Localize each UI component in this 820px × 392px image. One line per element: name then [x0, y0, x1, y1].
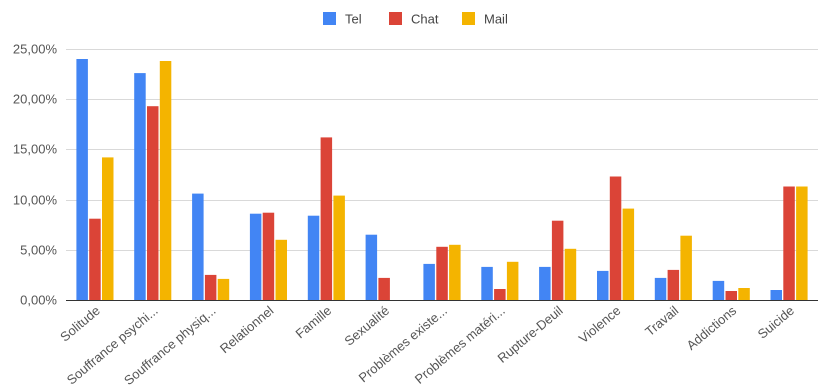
bar-tel-11	[712, 280, 725, 300]
y-tick-label: 25,00%	[13, 42, 58, 57]
bar-chat-2	[204, 274, 217, 300]
bar-mail-8	[564, 248, 577, 300]
x-category-label: Sexualité	[341, 303, 392, 349]
bar-chat-9	[609, 176, 622, 300]
legend-label-tel: Tel	[345, 12, 362, 27]
bar-mail-9	[622, 208, 635, 300]
bar-mail-2	[217, 278, 230, 300]
bar-chat-11	[725, 291, 737, 300]
bar-chat-12	[783, 186, 795, 300]
legend-label-mail: Mail	[484, 12, 508, 27]
legend-swatch-chat	[389, 12, 402, 25]
bar-tel-0	[76, 59, 88, 300]
bar-tel-3	[249, 213, 262, 300]
bar-chat-10	[667, 269, 680, 300]
bar-tel-12	[770, 290, 782, 300]
bar-chat-3	[262, 212, 275, 300]
bar-mail-6	[449, 244, 461, 300]
y-tick-label: 20,00%	[13, 92, 58, 107]
y-axis: 0,00% 5,00% 10,00% 15,00% 20,00% 25,00%	[13, 42, 58, 308]
y-tick-label: 5,00%	[20, 243, 57, 258]
legend-label-chat: Chat	[411, 12, 439, 27]
bar-tel-6	[423, 263, 435, 300]
x-category-label: Suicide	[755, 303, 797, 342]
bar-tel-9	[597, 270, 609, 300]
bar-mail-4	[333, 195, 345, 300]
gridlines	[66, 49, 818, 301]
bar-mail-7	[506, 261, 519, 300]
bar-tel-1	[134, 73, 146, 300]
bar-tel-5	[365, 234, 378, 300]
x-category-label: Famille	[292, 303, 334, 341]
bar-tel-7	[481, 266, 493, 300]
bars	[76, 59, 808, 300]
bar-chat-7	[494, 289, 506, 300]
bar-chat-4	[320, 137, 333, 300]
bar-chat-5	[378, 277, 390, 300]
bar-mail-0	[102, 157, 114, 300]
legend: Tel Chat Mail	[323, 12, 508, 27]
bar-mail-11	[738, 288, 750, 300]
legend-swatch-tel	[323, 12, 336, 25]
bar-tel-8	[539, 266, 551, 300]
x-category-label: Relationnel	[217, 303, 277, 356]
bar-chat-1	[147, 106, 159, 300]
y-tick-label: 0,00%	[20, 293, 57, 308]
x-category-label: Solitude	[57, 303, 103, 345]
bar-tel-10	[654, 277, 667, 300]
x-category-label: Violence	[576, 303, 624, 346]
bar-mail-1	[159, 61, 172, 300]
y-tick-label: 10,00%	[13, 193, 58, 208]
legend-swatch-mail	[462, 12, 475, 25]
bar-tel-4	[307, 215, 320, 300]
bar-chat-8	[551, 220, 564, 300]
x-category-label: Travail	[642, 303, 681, 339]
bar-mail-10	[680, 235, 692, 300]
bar-chat-0	[89, 218, 101, 300]
bar-tel-2	[192, 193, 204, 300]
x-category-label: Addictions	[684, 302, 740, 352]
bar-chat-6	[436, 246, 448, 300]
y-tick-label: 15,00%	[13, 142, 58, 157]
bar-mail-3	[275, 239, 287, 300]
bar-mail-12	[796, 186, 808, 300]
